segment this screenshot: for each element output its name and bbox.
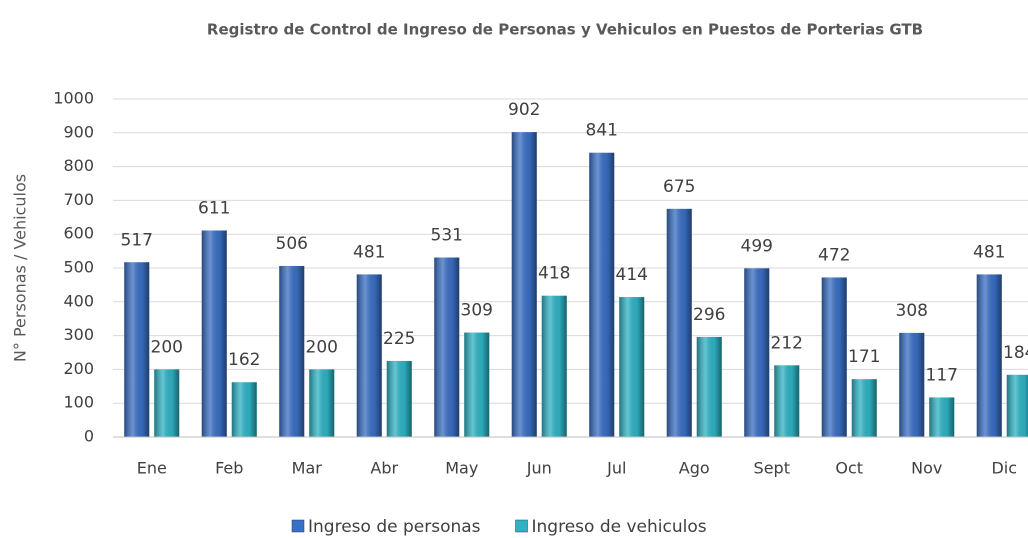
bar-shade [744,268,770,437]
x-tick-label: Ago [679,459,710,478]
value-label: 481 [973,242,1005,262]
bar-shade [696,336,722,437]
value-label: 414 [616,265,648,285]
y-tick-label: 200 [63,359,94,378]
bar-shade [666,208,692,437]
bar-shade [511,132,537,437]
x-tick-label: Mar [292,459,323,478]
y-tick-label: 900 [63,122,94,141]
x-tick-label: Feb [215,459,243,478]
value-label: 499 [741,236,773,256]
value-label: 841 [586,121,618,141]
y-tick-label: 100 [63,393,94,412]
bar-shade [356,274,382,437]
bar-shade [201,230,227,437]
x-tick-label: Oct [835,459,863,478]
legend-label: Ingreso de vehiculos [532,517,707,537]
value-label: 309 [461,301,493,321]
value-label: 200 [306,337,338,357]
value-label: 200 [151,337,183,357]
x-tick-label: Jun [526,459,552,478]
x-tick-label: Nov [911,459,942,478]
value-label: 472 [818,245,850,265]
legend-label: Ingreso de personas [308,517,481,537]
bar-shade [541,295,567,437]
value-label: 902 [508,100,540,120]
y-tick-label: 500 [63,258,94,277]
value-label: 675 [663,177,695,197]
value-label: 171 [848,347,880,367]
value-label: 517 [121,230,153,250]
chart-title: Registro de Control de Ingreso de Person… [207,21,923,39]
y-tick-label: 700 [63,190,94,209]
value-label: 531 [431,226,463,246]
y-tick-label: 300 [63,325,94,344]
bar-shade [124,262,150,437]
x-tick-label: May [445,459,478,478]
bar-shade [619,297,645,437]
bar-shade [1006,374,1028,437]
bar-shade [309,369,335,437]
bar-shade [434,257,460,437]
bar-shade [929,397,955,437]
bar-shade [279,265,305,437]
x-tick-label: Dic [991,459,1017,478]
y-tick-label: 0 [84,427,94,446]
value-label: 296 [693,305,725,325]
bar-shade [589,152,615,437]
value-label: 225 [383,329,415,349]
value-label: 162 [228,350,260,370]
bar-shade [231,382,257,437]
x-tick-label: Sept [754,459,790,478]
x-tick-label: Jul [606,459,626,478]
value-label: 117 [926,365,958,385]
bar-shade [774,365,800,437]
y-tick-label: 800 [63,156,94,175]
value-label: 611 [198,198,230,218]
value-label: 212 [771,333,803,353]
bar-shade [154,369,180,437]
bar-shade [851,379,877,437]
value-label: 506 [276,234,308,254]
legend-swatch [515,519,528,533]
value-label: 308 [896,301,928,321]
value-label: 184 [1003,343,1028,363]
bar-shade [464,332,490,437]
y-axis-label: N° Personas / Vehiculos [11,174,30,362]
y-tick-label: 1000 [53,89,94,108]
bar-shade [386,360,412,437]
x-tick-label: Ene [137,459,167,478]
bar-shade [976,274,1002,437]
bar-shade [899,332,925,437]
legend-swatch [291,519,305,533]
y-tick-label: 600 [63,224,94,243]
x-tick-label: Abr [370,459,398,478]
bar-shade [821,277,847,437]
value-label: 418 [538,264,570,284]
y-tick-label: 400 [63,291,94,310]
value-label: 481 [353,242,385,262]
